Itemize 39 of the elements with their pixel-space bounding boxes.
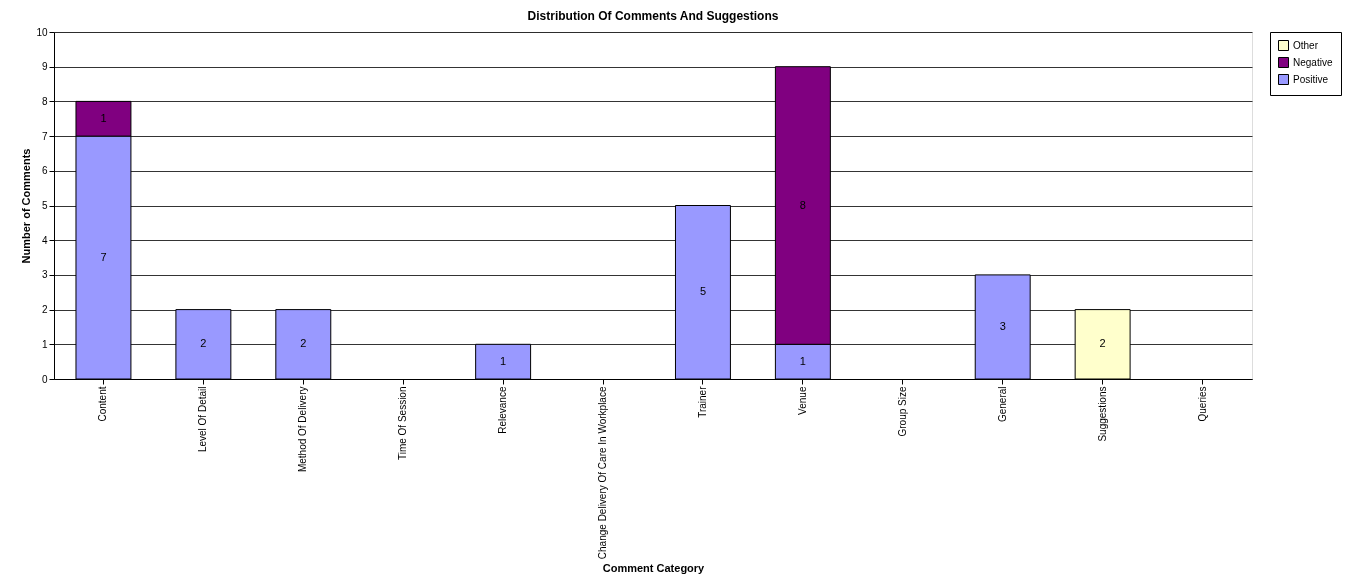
x-tick-label: Relevance (497, 386, 509, 434)
y-tick-label: 2 (41, 304, 48, 316)
x-tick-label: Change Delivery Of Care In Workplace (597, 386, 609, 560)
y-tick-label: 5 (41, 200, 48, 211)
data-label: 8 (799, 198, 806, 211)
y-tick-label: 6 (41, 165, 48, 177)
y-tick-label: 7 (41, 130, 48, 142)
y-tick-label: 4 (41, 234, 48, 246)
legend-label: Other (1293, 39, 1319, 51)
legend-label: Positive (1293, 73, 1329, 85)
data-label: 2 (300, 337, 307, 350)
chart-title: Distribution Of Comments And Suggestions (527, 9, 779, 23)
y-axis-title: Number of Comments (20, 148, 33, 264)
y-tick-label: 3 (41, 269, 48, 281)
data-label: 1 (100, 111, 107, 124)
x-axis-title: Comment Category (602, 562, 706, 575)
x-tick-label: Level Of Detail (197, 386, 209, 453)
x-tick-label: Group Size (896, 386, 908, 437)
x-tick-label: Content (97, 386, 109, 422)
x-tick-label: Trainer (696, 385, 708, 418)
x-tick-label: Suggestions (1096, 386, 1108, 442)
x-tick-label: Venue (796, 386, 808, 415)
y-tick-label: 1 (41, 338, 48, 350)
x-tick-label: General (996, 386, 1008, 423)
data-label: 2 (200, 337, 207, 350)
data-label: 1 (799, 354, 806, 367)
y-tick-label: 8 (41, 95, 48, 107)
x-tick-label: Method Of Delivery (297, 386, 309, 473)
data-label: 7 (100, 250, 107, 263)
legend-label: Negative (1293, 56, 1333, 68)
y-tick-label: 10 (36, 26, 48, 38)
x-tick-label: Queries (1196, 386, 1208, 422)
y-tick-label: 0 (41, 373, 48, 385)
data-label: 2 (1099, 337, 1106, 350)
data-label: 5 (699, 285, 707, 298)
data-label: 1 (500, 354, 507, 367)
x-tick-label: Time Of Session (397, 386, 409, 461)
y-tick-label: 9 (41, 61, 48, 73)
data-label: 3 (999, 319, 1006, 332)
